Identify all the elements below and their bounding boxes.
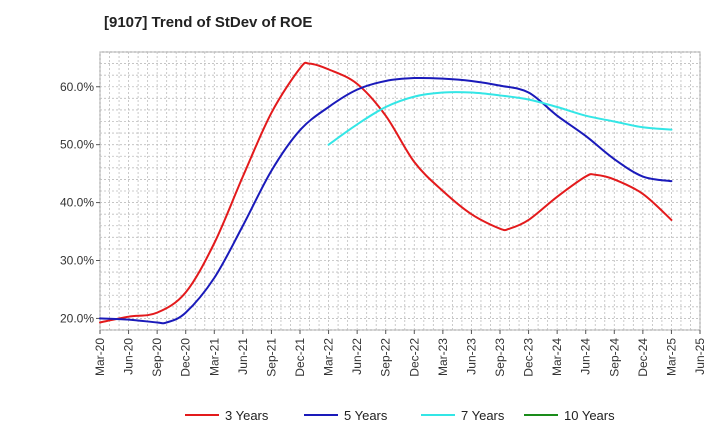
series-line-7-years (327, 91, 673, 146)
series-line-5-years (99, 76, 673, 325)
series-lines (99, 61, 673, 325)
legend-label-5-years: 5 Years (344, 408, 388, 423)
legend-label-10-years: 10 Years (564, 408, 615, 423)
x-tick-label: Jun-20 (122, 338, 136, 375)
y-axis-ticks: 20.0% 30.0% 40.0% 50.0% 60.0% (60, 80, 100, 325)
x-tick-label: Jun-24 (579, 338, 593, 375)
legend-label-3-years: 3 Years (225, 408, 269, 423)
y-tick-label: 40.0% (60, 196, 94, 210)
x-tick-label: Jun-25 (693, 338, 707, 375)
x-tick-label: Sep-20 (150, 338, 164, 377)
x-tick-label: Dec-20 (179, 338, 193, 377)
y-tick-label: 30.0% (60, 254, 94, 268)
x-tick-label: Jun-23 (464, 338, 478, 375)
x-tick-label: Mar-24 (550, 338, 564, 376)
legend-label-7-years: 7 Years (461, 408, 505, 423)
x-tick-label: Dec-21 (293, 338, 307, 377)
x-tick-label: Dec-23 (522, 338, 536, 377)
x-tick-label: Mar-23 (436, 338, 450, 376)
x-tick-label: Mar-20 (93, 338, 107, 376)
y-tick-label: 20.0% (60, 311, 94, 325)
x-axis-ticks: Mar-20 Jun-20 Sep-20 Dec-20 Mar-21 Jun-21 Sep-… (93, 330, 707, 377)
x-tick-label: Sep-24 (607, 338, 621, 377)
x-tick-label: Mar-25 (664, 338, 678, 376)
series-line-3-years (99, 61, 673, 324)
x-tick-label: Mar-21 (207, 338, 221, 376)
x-tick-label: Dec-22 (407, 338, 421, 377)
x-tick-label: Sep-21 (264, 338, 278, 377)
x-tick-label: Sep-23 (493, 338, 507, 377)
legend: 3 Years 5 Years 7 Years 10 Years (185, 408, 615, 423)
x-tick-label: Mar-22 (322, 338, 336, 376)
x-tick-label: Jun-22 (350, 338, 364, 375)
chart-title: [9107] Trend of StDev of ROE (104, 14, 313, 31)
y-tick-label: 50.0% (60, 138, 94, 152)
x-tick-label: Sep-22 (379, 338, 393, 377)
x-tick-label: Dec-24 (636, 338, 650, 377)
x-tick-label: Jun-21 (236, 338, 250, 375)
y-tick-label: 60.0% (60, 80, 94, 94)
